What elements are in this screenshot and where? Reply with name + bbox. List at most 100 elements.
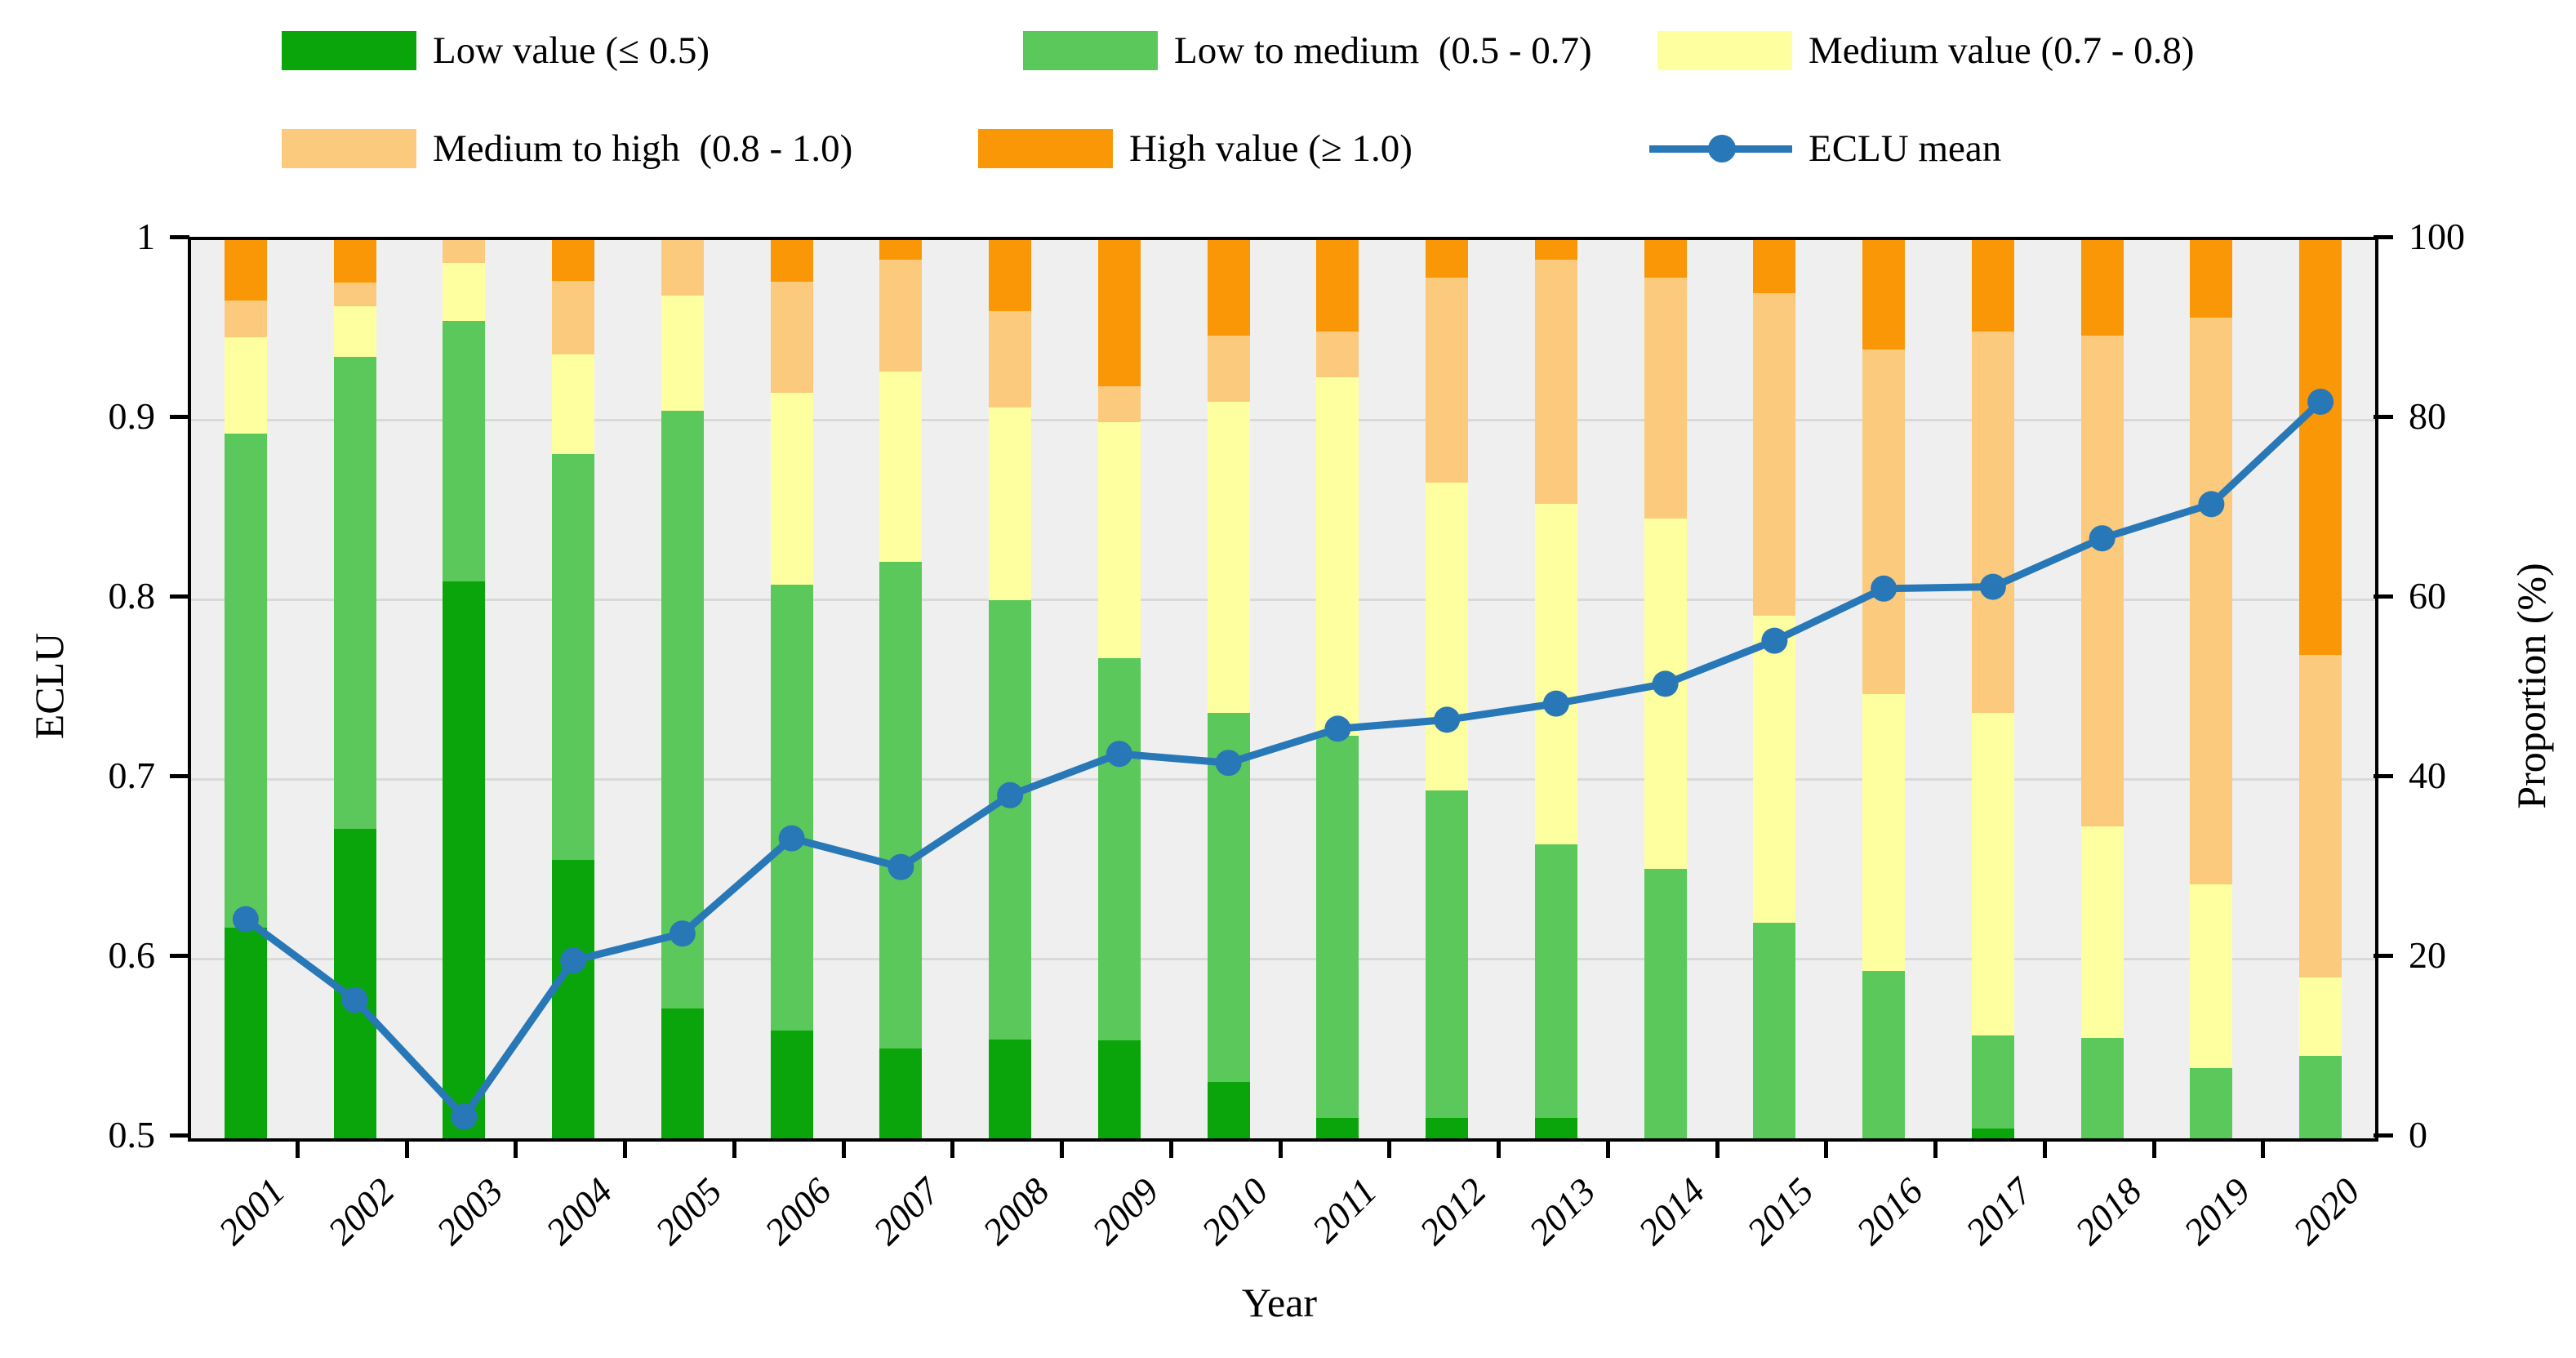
segment-high-value-1-0 bbox=[1316, 240, 1359, 332]
x-axis-title: Year bbox=[1241, 1280, 1318, 1325]
segment-high-value-1-0 bbox=[1862, 240, 1906, 350]
bar-2016 bbox=[1862, 240, 1906, 1138]
plot-area bbox=[188, 237, 2378, 1142]
segment-high-value-1-0 bbox=[770, 240, 813, 282]
left-axis-tick-label: 0.8 bbox=[108, 575, 156, 617]
segment-low-value-0-5 bbox=[443, 581, 486, 1138]
right-axis-tick-label: 20 bbox=[2409, 934, 2446, 976]
x-axis-tick bbox=[514, 1138, 518, 1158]
segment-medium-value-0-7-0-8 bbox=[1971, 712, 2014, 1035]
x-axis-tick bbox=[1168, 1138, 1173, 1158]
segment-low-value-0-5 bbox=[333, 828, 376, 1138]
x-axis-tick bbox=[404, 1138, 409, 1158]
right-axis-tick bbox=[2374, 594, 2393, 599]
segment-low-to-medium-0-5-0-7 bbox=[1971, 1035, 2014, 1129]
segment-low-to-medium-0-5-0-7 bbox=[770, 585, 813, 1031]
bar-2015 bbox=[1753, 240, 1796, 1138]
x-axis-tick bbox=[2042, 1138, 2047, 1158]
segment-medium-to-high-0-8-1-0 bbox=[2299, 655, 2342, 978]
legend-item-high-value: High value (≥ 1.0) bbox=[978, 124, 1413, 173]
segment-medium-to-high-0-8-1-0 bbox=[879, 260, 923, 372]
segment-low-value-0-5 bbox=[879, 1049, 923, 1138]
segment-low-to-medium-0-5-0-7 bbox=[552, 453, 595, 860]
left-axis-tick-label: 0.6 bbox=[108, 934, 156, 976]
bar-2006 bbox=[770, 240, 813, 1138]
bar-2014 bbox=[1644, 240, 1687, 1138]
bar-2009 bbox=[1097, 240, 1141, 1138]
legend-item-low-value: Low value (≤ 0.5) bbox=[282, 26, 710, 75]
segment-low-value-0-5 bbox=[1971, 1128, 2014, 1138]
segment-low-value-0-5 bbox=[552, 860, 595, 1138]
segment-medium-value-0-7-0-8 bbox=[443, 262, 486, 321]
segment-high-value-1-0 bbox=[879, 240, 923, 260]
segment-medium-value-0-7-0-8 bbox=[2299, 977, 2342, 1056]
bar-2013 bbox=[1534, 240, 1577, 1138]
segment-medium-value-0-7-0-8 bbox=[879, 371, 923, 562]
segment-medium-value-0-7-0-8 bbox=[552, 354, 595, 454]
segment-medium-to-high-0-8-1-0 bbox=[1207, 335, 1250, 402]
x-axis-tick bbox=[841, 1138, 846, 1158]
segment-medium-value-0-7-0-8 bbox=[1753, 615, 1796, 923]
segment-medium-value-0-7-0-8 bbox=[661, 296, 704, 411]
left-axis-tick-label: 0.5 bbox=[108, 1114, 156, 1155]
segment-low-to-medium-0-5-0-7 bbox=[879, 561, 923, 1049]
segment-low-to-medium-0-5-0-7 bbox=[1316, 736, 1359, 1118]
gridline bbox=[191, 958, 2375, 960]
segment-low-to-medium-0-5-0-7 bbox=[224, 433, 267, 928]
legend-item-medium-to-high: Medium to high (0.8 - 1.0) bbox=[282, 124, 852, 173]
segment-low-to-medium-0-5-0-7 bbox=[333, 357, 376, 829]
segment-high-value-1-0 bbox=[989, 240, 1032, 311]
segment-high-value-1-0 bbox=[1753, 240, 1796, 293]
segment-low-to-medium-0-5-0-7 bbox=[2080, 1037, 2124, 1138]
segment-medium-value-0-7-0-8 bbox=[1207, 402, 1250, 713]
segment-medium-to-high-0-8-1-0 bbox=[1862, 350, 1906, 694]
segment-low-to-medium-0-5-0-7 bbox=[1207, 712, 1250, 1082]
segment-high-value-1-0 bbox=[224, 240, 267, 301]
segment-high-value-1-0 bbox=[552, 240, 595, 281]
segment-high-value-1-0 bbox=[2299, 240, 2342, 656]
segment-low-to-medium-0-5-0-7 bbox=[661, 411, 704, 1008]
segment-low-value-0-5 bbox=[770, 1031, 813, 1138]
segment-high-value-1-0 bbox=[1097, 240, 1141, 387]
segment-high-value-1-0 bbox=[1426, 240, 1469, 278]
segment-medium-to-high-0-8-1-0 bbox=[2190, 317, 2233, 884]
x-axis-tick bbox=[1715, 1138, 1720, 1158]
eclu-mean-line-icon bbox=[1649, 124, 1792, 173]
bar-2002 bbox=[333, 240, 376, 1138]
segment-medium-value-0-7-0-8 bbox=[333, 306, 376, 357]
segment-medium-to-high-0-8-1-0 bbox=[443, 240, 486, 263]
left-axis-tick bbox=[170, 774, 189, 778]
legend-label-medium-to-high: Medium to high (0.8 - 1.0) bbox=[433, 127, 853, 170]
segment-low-to-medium-0-5-0-7 bbox=[1426, 790, 1469, 1118]
bar-2007 bbox=[879, 240, 923, 1138]
bar-2005 bbox=[661, 240, 704, 1138]
x-axis-tick bbox=[732, 1138, 736, 1158]
segment-medium-value-0-7-0-8 bbox=[1862, 693, 1906, 972]
segment-medium-value-0-7-0-8 bbox=[1426, 483, 1469, 791]
segment-low-to-medium-0-5-0-7 bbox=[443, 321, 486, 581]
bar-2001 bbox=[224, 240, 267, 1138]
legend-label-high-value: High value (≥ 1.0) bbox=[1129, 127, 1413, 170]
segment-high-value-1-0 bbox=[1971, 240, 2014, 332]
segment-low-value-0-5 bbox=[224, 927, 267, 1138]
bar-2010 bbox=[1207, 240, 1250, 1138]
legend-label-eclu-mean: ECLU mean bbox=[1809, 127, 2002, 170]
legend-label-low-to-medium: Low to medium (0.5 - 0.7) bbox=[1174, 29, 1592, 72]
segment-medium-to-high-0-8-1-0 bbox=[1097, 386, 1141, 423]
right-axis-tick bbox=[2374, 1133, 2393, 1138]
left-axis-tick bbox=[170, 415, 189, 419]
segment-high-value-1-0 bbox=[1534, 240, 1577, 260]
x-axis-tick bbox=[1060, 1138, 1064, 1158]
segment-low-value-0-5 bbox=[661, 1008, 704, 1138]
segment-medium-value-0-7-0-8 bbox=[1316, 377, 1359, 737]
segment-low-value-0-5 bbox=[1207, 1081, 1250, 1138]
gridline bbox=[191, 419, 2375, 421]
segment-high-value-1-0 bbox=[333, 240, 376, 283]
right-axis-tick-label: 40 bbox=[2409, 755, 2446, 796]
legend-swatch-low-value bbox=[282, 31, 416, 70]
segment-medium-to-high-0-8-1-0 bbox=[1534, 260, 1577, 505]
segment-medium-to-high-0-8-1-0 bbox=[989, 310, 1032, 407]
segment-medium-to-high-0-8-1-0 bbox=[1426, 278, 1469, 483]
segment-high-value-1-0 bbox=[1644, 240, 1687, 278]
